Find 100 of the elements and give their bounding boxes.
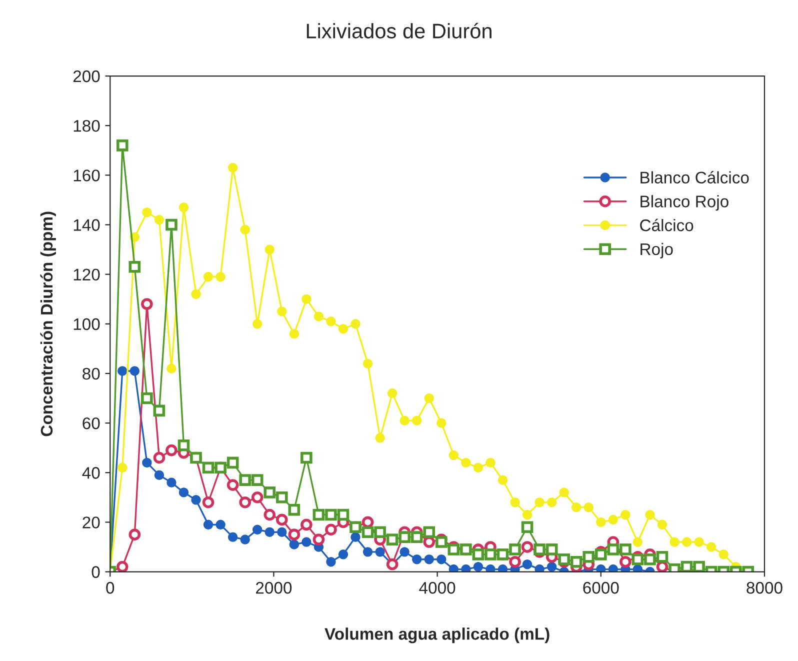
point xyxy=(276,492,288,504)
x-tick-label: 2000 xyxy=(256,582,292,594)
y-tick-label: 0 xyxy=(92,566,100,578)
point xyxy=(118,462,128,473)
point xyxy=(608,564,618,572)
point xyxy=(251,492,264,504)
point xyxy=(289,328,300,339)
point xyxy=(448,450,459,460)
point xyxy=(240,224,250,235)
point xyxy=(154,470,164,480)
point xyxy=(521,521,534,534)
point xyxy=(166,364,176,374)
point xyxy=(570,556,582,568)
x-tick-label: 0 xyxy=(106,582,114,594)
point xyxy=(326,316,336,326)
point xyxy=(252,319,262,329)
y-tick-label: 180 xyxy=(74,120,100,132)
point xyxy=(509,556,521,568)
point xyxy=(153,404,166,417)
point xyxy=(276,514,288,526)
point xyxy=(166,218,178,231)
point xyxy=(534,497,544,508)
point xyxy=(191,495,201,505)
legend-label: Cálcico xyxy=(640,218,694,232)
point xyxy=(620,556,632,568)
point xyxy=(424,554,434,564)
point xyxy=(325,524,337,536)
legend-label: Blanco Rojo xyxy=(640,195,728,211)
y-tick-label: 120 xyxy=(74,268,100,281)
point xyxy=(486,564,496,572)
point xyxy=(607,544,620,556)
point xyxy=(362,358,373,368)
point xyxy=(608,514,618,525)
point xyxy=(202,462,214,474)
point xyxy=(228,532,238,542)
point xyxy=(473,462,484,473)
point xyxy=(312,508,325,521)
point xyxy=(128,528,141,540)
chart-title: Lixiviados de Diurón xyxy=(306,22,492,38)
point xyxy=(424,393,434,404)
point xyxy=(718,550,728,560)
point xyxy=(141,298,153,310)
point xyxy=(216,272,226,282)
point xyxy=(423,526,436,538)
point xyxy=(400,547,410,557)
point xyxy=(178,439,190,452)
x-tick-label: 8000 xyxy=(746,582,782,594)
point xyxy=(239,474,251,486)
point xyxy=(264,486,276,498)
point xyxy=(264,508,276,521)
point xyxy=(632,537,643,547)
point xyxy=(142,207,152,218)
point xyxy=(656,550,668,563)
point xyxy=(657,520,668,530)
y-tick-label: 100 xyxy=(74,318,100,330)
point xyxy=(534,564,544,572)
point xyxy=(153,452,166,464)
point xyxy=(387,388,398,398)
point xyxy=(362,547,373,557)
point xyxy=(128,260,141,273)
point xyxy=(558,553,570,566)
point xyxy=(473,562,484,572)
point xyxy=(251,474,264,486)
point xyxy=(632,553,644,566)
point xyxy=(228,162,238,173)
point xyxy=(350,532,360,542)
point xyxy=(498,475,508,485)
y-tick-label: 200 xyxy=(73,70,100,82)
point xyxy=(166,478,176,488)
point xyxy=(435,536,448,548)
point xyxy=(412,554,422,564)
point xyxy=(166,444,178,456)
point xyxy=(596,517,606,528)
point xyxy=(264,244,274,254)
point xyxy=(226,479,239,491)
point xyxy=(216,520,226,530)
point xyxy=(521,541,534,553)
point xyxy=(300,518,312,531)
point xyxy=(620,510,630,520)
point xyxy=(644,553,656,566)
point xyxy=(620,544,632,556)
point xyxy=(326,556,336,567)
point xyxy=(116,140,128,152)
point xyxy=(288,528,300,540)
point xyxy=(398,531,410,543)
point xyxy=(202,496,214,508)
point xyxy=(203,272,214,282)
point xyxy=(386,534,398,546)
point xyxy=(546,544,558,556)
point xyxy=(448,544,460,556)
point xyxy=(694,537,704,547)
point xyxy=(584,502,594,512)
point xyxy=(240,534,250,544)
point xyxy=(374,526,386,538)
point xyxy=(277,306,287,316)
point xyxy=(645,510,655,520)
point xyxy=(461,564,471,572)
y-tick-label: 20 xyxy=(82,516,100,528)
point xyxy=(534,544,546,556)
point xyxy=(252,524,262,534)
